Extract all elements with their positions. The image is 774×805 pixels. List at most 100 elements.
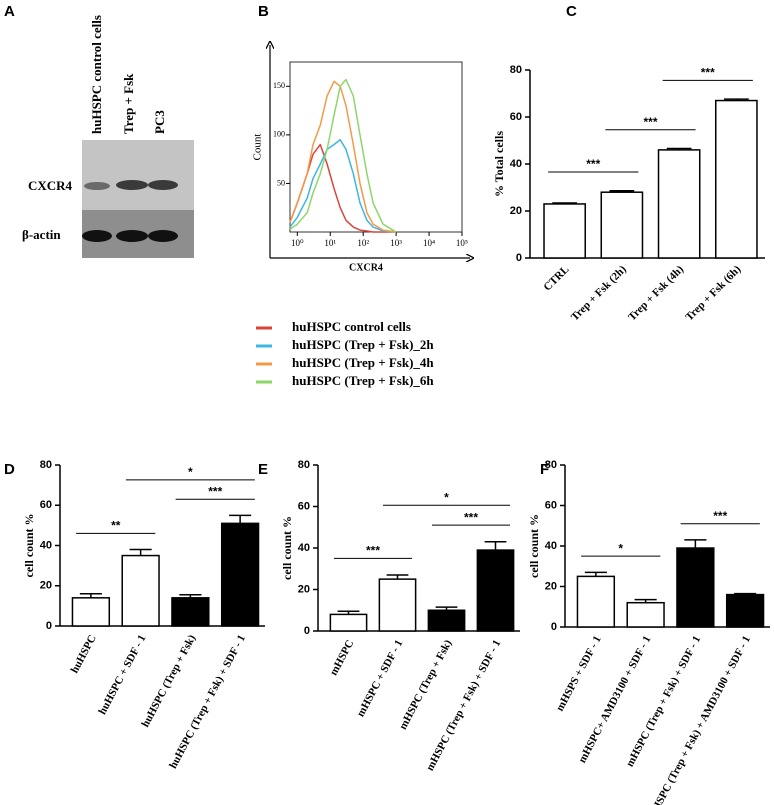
band — [84, 182, 110, 190]
x-tick-label: CTRL — [541, 263, 571, 293]
row-label: CXCR4 — [28, 178, 73, 193]
row-label: β-actin — [22, 227, 61, 242]
plot-frame — [289, 61, 463, 233]
y-axis-label: cell count % — [527, 514, 541, 578]
y-axis-label: cell count % — [22, 514, 36, 578]
y-tick-label: 40 — [510, 158, 522, 170]
y-tick-label: 60 — [510, 111, 522, 123]
y-tick-label: 20 — [40, 580, 52, 592]
bar — [329, 613, 368, 632]
y-tick-label: 20 — [298, 583, 310, 595]
y-tick-label: 40 — [298, 542, 310, 554]
bar — [725, 593, 765, 628]
panel-label: C — [566, 3, 577, 20]
legend-label: huHSPC (Trep + Fsk)_4h — [292, 355, 434, 370]
x-tick-label: Trep + Fsk (2h) — [569, 263, 629, 323]
lane-label: PC3 — [152, 110, 167, 134]
x-tick-label: 10⁵ — [456, 238, 468, 248]
bar — [476, 549, 515, 632]
y-tick-label: 20 — [510, 205, 522, 217]
bar — [378, 578, 417, 632]
bar — [600, 191, 644, 259]
significance-label: *** — [464, 510, 478, 524]
band — [82, 230, 112, 242]
y-tick-label: 40 — [545, 540, 557, 552]
x-tick-label: 10⁰ — [291, 238, 304, 248]
significance-label: * — [618, 541, 623, 555]
legend-label: huHSPC control cells — [292, 319, 411, 334]
x-tick-label: 10² — [357, 238, 369, 248]
y-tick-label: 150 — [273, 81, 285, 90]
blot: A huHSPC control cells Trep + Fsk PC3 CX… — [4, 3, 194, 258]
bar — [543, 203, 586, 259]
x-tick-label: mHSPC (Trep + Fsk) — [397, 638, 455, 732]
panel-label: B — [258, 3, 269, 20]
bar — [676, 547, 715, 628]
x-tick-label: mHSPC (Trep + Fsk) + AMD3100 + SDF - 1 — [646, 634, 753, 805]
bar — [715, 99, 758, 259]
x-tick-label: mHSPS + SDF - 1 — [554, 634, 604, 713]
x-tick-label: Trep + Fsk (6h) — [683, 263, 743, 323]
series-line — [289, 78, 397, 233]
significance-label: *** — [713, 509, 727, 523]
bar — [171, 597, 210, 627]
y-axis-label: cell count % — [280, 516, 294, 580]
x-tick-label: mHSPC + SDF - 1 — [355, 638, 406, 719]
band — [148, 230, 178, 242]
panel-label: F — [540, 461, 549, 478]
significance-label: *** — [701, 66, 715, 80]
x-tick-label: mHSPC — [328, 638, 357, 678]
significance-label: *** — [586, 157, 600, 171]
y-tick-label: 20 — [545, 580, 557, 592]
y-tick-label: 80 — [40, 459, 52, 471]
y-axis-label: Count — [252, 134, 264, 161]
y-tick-label: 0 — [516, 252, 522, 264]
band — [148, 180, 178, 190]
x-tick-label: 10¹ — [324, 238, 336, 248]
x-axis-label: CXCR4 — [349, 262, 383, 273]
lane-label: huHSPC control cells — [89, 15, 104, 134]
bar — [427, 609, 466, 632]
legend-label: huHSPC (Trep + Fsk)_2h — [292, 337, 434, 352]
y-tick-label: 50 — [277, 178, 285, 187]
series-line — [289, 80, 397, 233]
significance-label: *** — [208, 484, 222, 498]
significance-label: *** — [643, 115, 657, 129]
y-tick-label: 0 — [46, 620, 52, 632]
x-tick-label: 10³ — [390, 238, 402, 248]
bar — [626, 601, 665, 628]
y-tick-label: 100 — [273, 130, 285, 139]
x-tick-label: Trep + Fsk (4h) — [626, 263, 686, 323]
significance-label: *** — [366, 544, 380, 558]
panel-label: E — [258, 461, 268, 478]
panel-label: A — [4, 3, 15, 20]
panel-label: D — [4, 461, 15, 478]
blot-image — [82, 140, 194, 210]
legend-label: huHSPC (Trep + Fsk)_6h — [292, 373, 434, 388]
x-tick-label: huHSPC + SDF - 1 — [96, 633, 148, 717]
bar — [576, 575, 616, 628]
band — [116, 230, 148, 242]
bar — [220, 522, 260, 627]
y-tick-label: 40 — [40, 539, 52, 551]
y-tick-label: 80 — [298, 459, 310, 471]
bar — [71, 597, 111, 627]
bar — [657, 149, 701, 259]
lane-label: Trep + Fsk — [121, 73, 136, 134]
band — [116, 180, 148, 190]
y-tick-label: 60 — [40, 499, 52, 511]
y-tick-label: 60 — [545, 499, 557, 511]
significance-label: ** — [111, 519, 121, 533]
y-tick-label: 0 — [304, 625, 310, 637]
x-tick-label: huHSPC — [69, 633, 99, 675]
y-tick-label: 80 — [510, 64, 522, 76]
series-line — [289, 138, 397, 233]
y-axis-label: % Total cells — [492, 131, 506, 197]
y-tick-label: 60 — [298, 500, 310, 512]
x-tick-label: huHSPC (Trep + Fsk) — [139, 633, 198, 730]
bar — [121, 554, 160, 627]
significance-label: * — [444, 490, 449, 504]
significance-label: * — [188, 465, 193, 479]
x-tick-label: 10⁴ — [423, 238, 435, 248]
